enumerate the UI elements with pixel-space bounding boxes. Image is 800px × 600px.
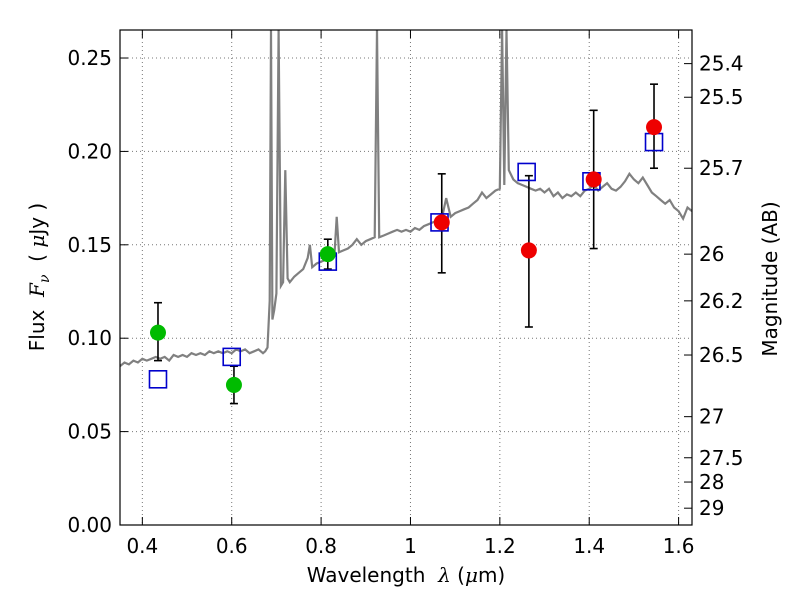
y2-tick-label: 26.2 (699, 289, 744, 313)
x-tick-label: 1 (404, 534, 417, 558)
y2-tick-label: 28 (699, 470, 724, 494)
y-tick-label: 0.20 (67, 139, 112, 163)
y2-axis-title: Magnitude (AB) (758, 201, 782, 356)
y2-tick-label: 25.7 (699, 156, 744, 180)
y-tick-label: 0.15 (67, 233, 112, 257)
axis-ticks: 0.4 0.6 0.8 1 1.2 1.4 1.6 0.00 0.05 0.10 0.15 0.20 0… (67, 30, 744, 558)
model-photometry-point (148, 370, 168, 389)
nir-photometry-point (520, 242, 537, 259)
x-tick-label: 0.4 (126, 534, 158, 558)
model-photometry-point (517, 162, 536, 182)
x-tick-label: 0.6 (216, 534, 248, 558)
x-tick-label: 1.2 (484, 534, 516, 558)
nir-photometry-point (433, 214, 450, 231)
model-photometry-point (222, 347, 242, 367)
optical-photometry-point (225, 376, 242, 393)
x-tick-label: 1.4 (573, 534, 605, 558)
optical-photometry-point (149, 324, 166, 341)
y2-tick-label: 29 (699, 496, 724, 520)
optical-photometry-point (319, 246, 336, 263)
nir-photometry-point (585, 171, 602, 188)
y-axis-title: Flux Fν ( μJy ) (25, 203, 53, 351)
y-tick-label: 0.25 (67, 46, 112, 70)
observed-photometry-points (149, 119, 663, 393)
y2-tick-label: 25.5 (699, 85, 744, 109)
plot-area (120, 30, 692, 405)
y2-tick-label: 26 (699, 242, 724, 266)
y2-tick-label: 25.4 (699, 52, 744, 76)
y-tick-label: 0.00 (67, 513, 112, 537)
plot-frame (119, 29, 693, 526)
y2-tick-label: 26.5 (699, 343, 744, 367)
y2-tick-label: 27.5 (699, 446, 744, 470)
y-tick-label: 0.05 (67, 420, 112, 444)
y2-tick-label: 27 (699, 405, 724, 429)
grid-lines (120, 30, 692, 525)
nir-photometry-point (646, 119, 663, 136)
x-tick-label: 0.8 (305, 534, 337, 558)
x-tick-label: 1.6 (663, 534, 695, 558)
plot-background (120, 30, 692, 525)
x-axis-title: Wavelength λ (μm) (307, 563, 506, 587)
y-tick-label: 0.10 (67, 326, 112, 350)
